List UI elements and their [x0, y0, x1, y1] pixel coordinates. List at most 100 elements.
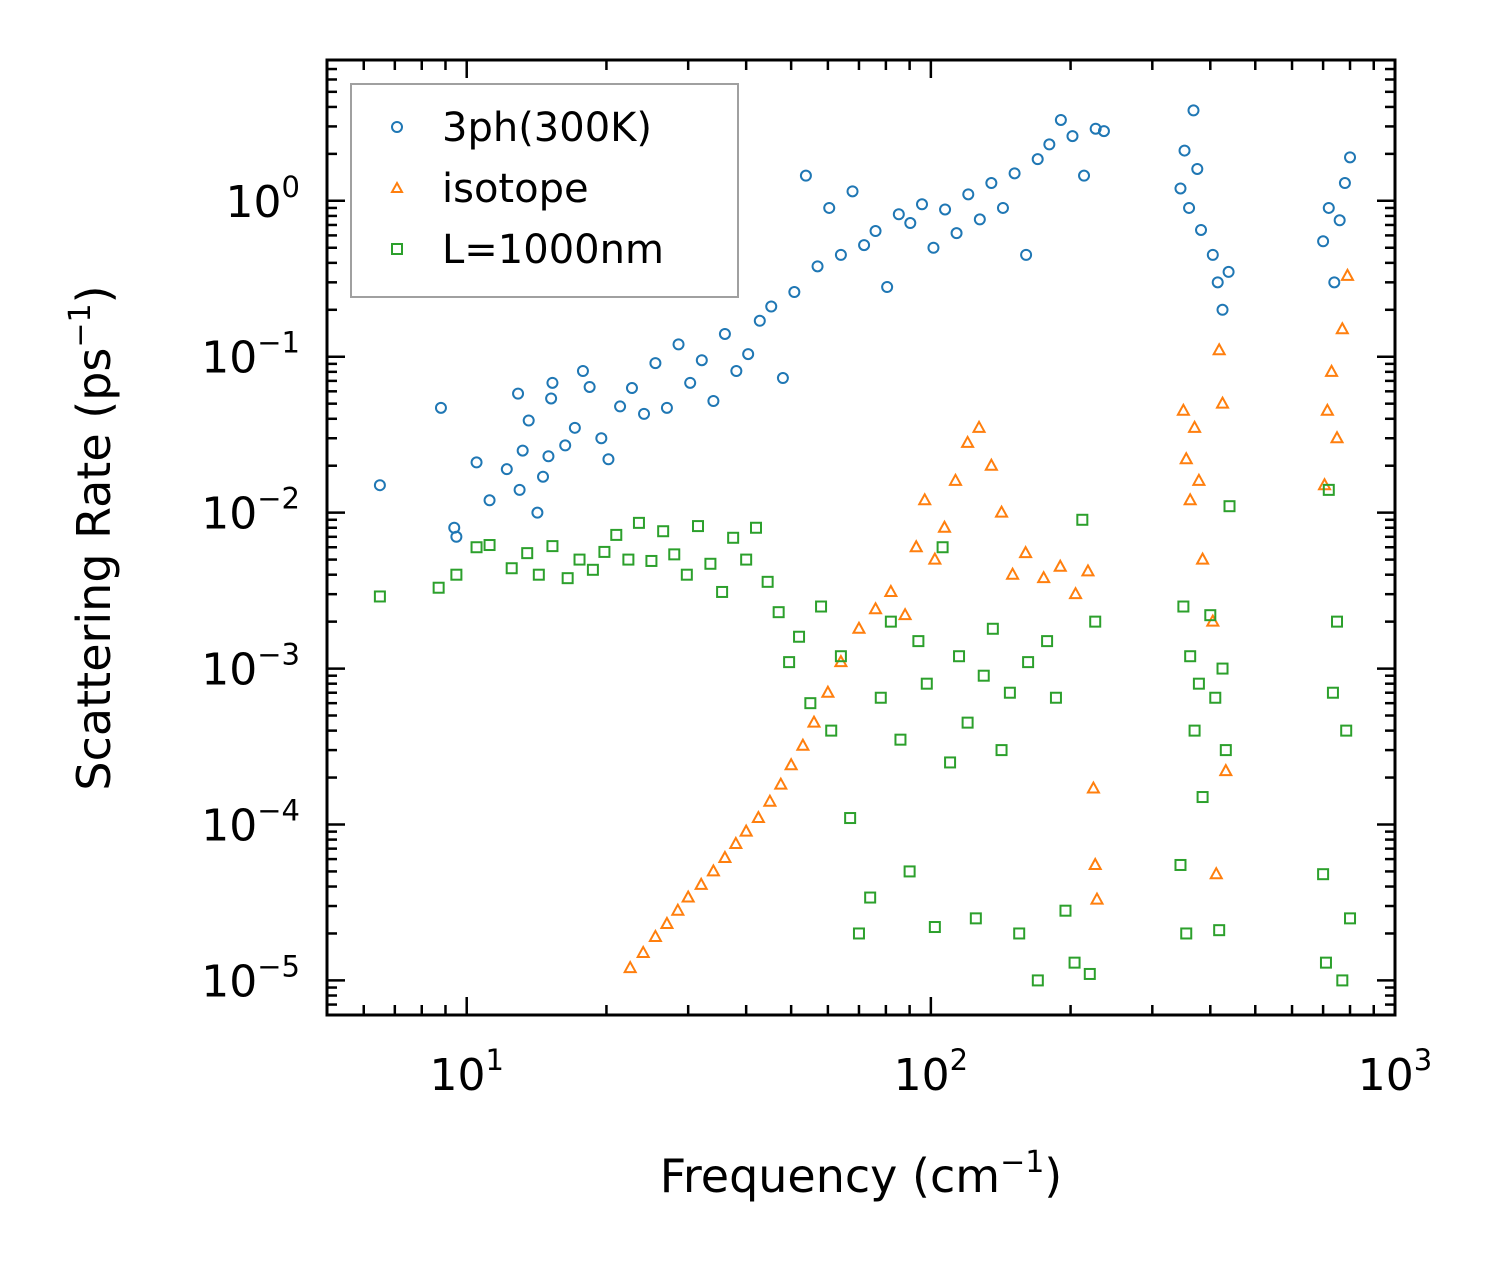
boundary-point: [920, 677, 933, 690]
isotope-point: [868, 601, 883, 615]
isotope-point: [1176, 402, 1191, 416]
legend-label-boundary: L=1000nm: [442, 227, 664, 273]
boundary-point: [912, 635, 925, 648]
axis-ticks: [325, 58, 1397, 1017]
boundary-point: [844, 812, 857, 825]
boundary-point: [521, 547, 534, 560]
boundary-point: [740, 553, 753, 566]
y-axis-label: Scattering Rate (ps−1): [63, 285, 121, 790]
boundary-point: [749, 521, 762, 534]
boundary-point: [1331, 615, 1344, 628]
3ph-point: [1211, 276, 1224, 289]
isotope-point: [1209, 866, 1224, 880]
3ph-point: [1066, 130, 1079, 143]
boundary-point: [483, 539, 496, 552]
isotope-point: [820, 684, 836, 698]
3ph-point: [1054, 113, 1067, 126]
boundary-point: [1059, 904, 1072, 917]
boundary-point: [761, 575, 774, 588]
3ph-point: [542, 450, 555, 463]
legend: 3ph(300K) isotope L=1000nm: [350, 83, 739, 298]
3ph-point: [649, 357, 662, 370]
boundary-point: [1068, 956, 1081, 969]
boundary-point: [793, 630, 806, 643]
boundary-point: [852, 927, 865, 940]
3ph-point: [660, 401, 673, 414]
boundary-point: [1180, 927, 1193, 940]
y-tick-label: 10−4: [201, 793, 300, 851]
boundary-point: [1177, 600, 1190, 613]
boundary-point: [610, 528, 623, 541]
isotope-point: [1324, 363, 1339, 377]
boundary-point: [1003, 686, 1016, 699]
boundary-point: [1041, 635, 1054, 648]
3ph-point: [718, 327, 731, 340]
3ph-point: [916, 198, 929, 211]
3ph-point: [512, 387, 525, 400]
3ph-point: [513, 483, 526, 496]
boundary-point: [1219, 744, 1232, 757]
boundary-point: [1192, 677, 1205, 690]
boundary-point: [936, 541, 949, 554]
boundary-point: [834, 650, 847, 663]
isotope-point: [1187, 419, 1202, 433]
boundary-point: [546, 540, 559, 553]
3ph-point: [823, 201, 836, 214]
isotope-point: [1191, 472, 1207, 486]
boundary-point: [969, 912, 982, 925]
3ph-point: [892, 208, 905, 221]
x-tick-labels: 101 102 103: [429, 1043, 1432, 1101]
isotope-point: [883, 583, 899, 597]
boundary-point: [884, 615, 897, 628]
boundary-point: [692, 520, 705, 533]
3ph-point: [434, 401, 447, 414]
boundary-point: [1326, 686, 1339, 699]
boundary-point: [928, 921, 941, 934]
boundary-point: [1317, 868, 1330, 881]
3ph-point: [1020, 248, 1033, 261]
isotope-point: [728, 835, 744, 849]
3ph-point: [985, 177, 998, 190]
boundary-point: [1031, 974, 1044, 987]
isotope-point: [670, 902, 686, 916]
boundary-point: [598, 545, 611, 558]
isotope-point: [1005, 566, 1020, 580]
3ph-point: [950, 227, 963, 240]
3ph-point: [500, 463, 513, 476]
boundary-point: [1013, 927, 1026, 940]
3ph-point: [576, 364, 589, 377]
boundary-point: [1022, 656, 1035, 669]
boundary-point: [1174, 858, 1187, 871]
3ph-point: [1178, 144, 1191, 157]
3ph-point: [1191, 162, 1204, 175]
3ph-point: [1078, 169, 1091, 182]
boundary-point: [470, 541, 483, 554]
boundary-point: [961, 716, 974, 729]
3ph-point: [765, 300, 778, 313]
x-tick-label: 102: [894, 1043, 968, 1101]
3ph-point: [753, 314, 766, 327]
isotope-point: [706, 863, 721, 877]
isotope-point: [984, 457, 999, 471]
isotope-point: [1195, 551, 1210, 565]
3ph-point: [1338, 177, 1351, 190]
isotope-point: [1080, 563, 1096, 577]
boundary-point: [894, 733, 907, 746]
isotope-point: [1218, 763, 1234, 777]
3ph-point: [962, 188, 975, 201]
isotope-point: [693, 876, 709, 890]
boundary-point: [1216, 662, 1229, 675]
isotope-point: [762, 793, 778, 807]
isotope-point: [1179, 451, 1194, 465]
boundary-point: [995, 744, 1008, 757]
boundary-point: [1076, 513, 1089, 526]
3ph-point: [373, 479, 386, 492]
y-tick-label: 100: [226, 170, 300, 228]
boundary-point: [657, 525, 670, 538]
boundary-point: [1336, 974, 1349, 987]
isotope-point: [909, 539, 924, 553]
boundary-point: [680, 568, 693, 581]
isotope-point: [783, 757, 799, 771]
3ph-point: [1328, 276, 1341, 289]
